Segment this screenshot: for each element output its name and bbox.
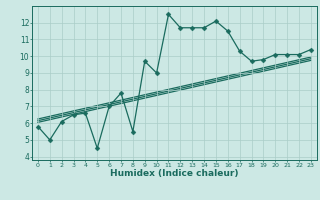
X-axis label: Humidex (Indice chaleur): Humidex (Indice chaleur) bbox=[110, 169, 239, 178]
